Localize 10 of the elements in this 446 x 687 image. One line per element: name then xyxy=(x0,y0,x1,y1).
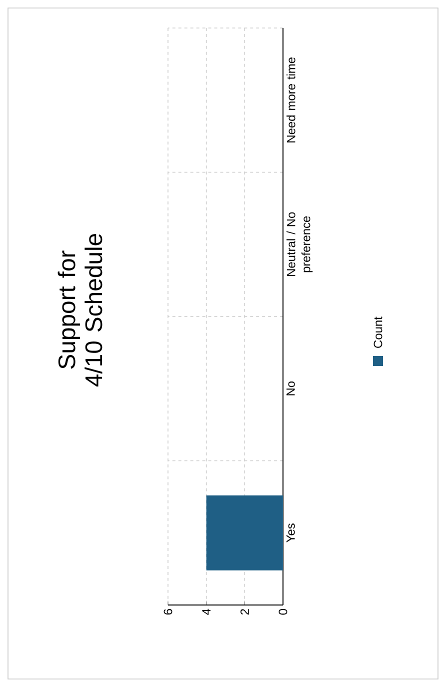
x-tick-label: 6 xyxy=(164,609,172,615)
y-tick-label: No xyxy=(286,381,295,396)
y-tick-label: Yes xyxy=(286,524,295,542)
y-tick-label: Need more time xyxy=(286,57,296,142)
text: Count xyxy=(374,316,382,348)
text: Support for 4/10 Schedule xyxy=(58,234,102,387)
x-tick-label: 4 xyxy=(202,608,210,615)
x-tick-label: 0 xyxy=(278,608,288,615)
x-tick-label: 2 xyxy=(240,609,249,615)
y-tick-label: Neutral / No preference xyxy=(286,212,313,276)
